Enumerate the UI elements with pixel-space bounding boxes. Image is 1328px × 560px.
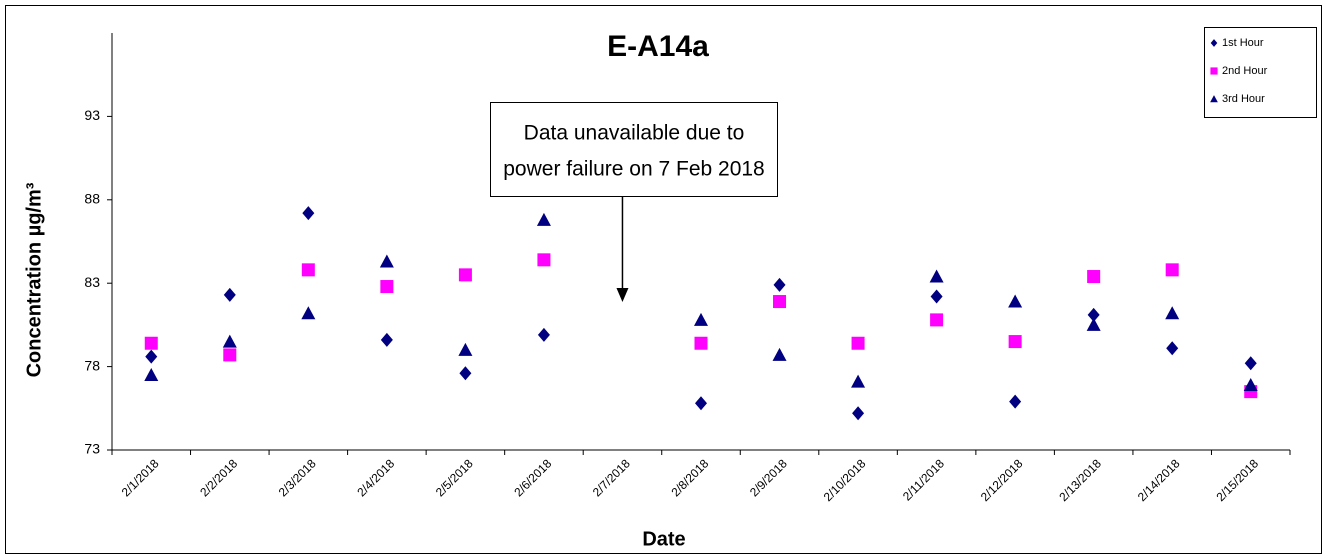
- square-marker: [1087, 270, 1101, 284]
- y-tick-label: 93: [84, 107, 100, 123]
- triangle-marker: [694, 312, 708, 326]
- triangle-marker: [929, 269, 944, 283]
- chart-frame: [5, 5, 1322, 554]
- square-marker: [380, 280, 394, 294]
- y-tick-label: 88: [84, 191, 100, 207]
- annotation-text: power failure on 7 Feb 2018: [503, 158, 765, 181]
- triangle-marker: [301, 306, 316, 320]
- triangle-marker: [1008, 294, 1023, 308]
- square-marker: [851, 336, 865, 350]
- legend-box: [1204, 27, 1317, 118]
- triangle-marker: [851, 374, 866, 388]
- diamond-marker: [695, 396, 707, 411]
- diamond-marker: [302, 206, 315, 221]
- diamond-marker: [1009, 394, 1022, 409]
- diamond-marker: [380, 332, 393, 347]
- legend-marker: [1210, 39, 1218, 47]
- diamond-marker: [459, 366, 472, 381]
- annotation-text: Data unavailable due to: [524, 122, 745, 145]
- square-marker: [144, 336, 158, 350]
- diamond-marker: [537, 327, 550, 342]
- square-marker: [930, 313, 944, 327]
- legend-marker: [1210, 67, 1218, 75]
- triangle-marker: [144, 367, 159, 381]
- square-marker: [537, 253, 551, 267]
- legend-label: 3rd Hour: [1222, 93, 1265, 105]
- triangle-marker: [458, 342, 473, 356]
- diamond-marker: [930, 289, 943, 304]
- annotation-arrowhead: [616, 288, 629, 302]
- y-tick-label: 78: [84, 357, 100, 373]
- triangle-marker: [379, 254, 394, 268]
- legend-marker: [1210, 95, 1218, 103]
- square-marker: [694, 336, 708, 350]
- triangle-marker: [536, 212, 551, 226]
- y-tick-label: 83: [84, 274, 100, 290]
- triangle-marker: [1086, 317, 1101, 331]
- diamond-marker: [773, 277, 786, 292]
- diamond-marker: [1087, 307, 1100, 322]
- triangle-marker: [1243, 377, 1258, 391]
- x-axis-label: Date: [642, 528, 685, 550]
- square-marker: [1165, 263, 1179, 277]
- triangle-marker: [222, 334, 237, 348]
- square-marker: [223, 348, 237, 362]
- chart-title: E-A14a: [607, 30, 709, 63]
- square-marker: [458, 268, 472, 282]
- diamond-marker: [1244, 356, 1257, 371]
- y-tick-label: 73: [84, 441, 100, 457]
- triangle-marker: [772, 347, 787, 361]
- diamond-marker: [145, 349, 158, 364]
- square-marker: [1008, 335, 1022, 349]
- y-axis-label: Concentration µg/m³: [23, 182, 45, 377]
- square-marker: [773, 295, 787, 309]
- diamond-marker: [852, 406, 865, 421]
- legend-label: 2nd Hour: [1222, 65, 1268, 77]
- legend-label: 1st Hour: [1222, 37, 1264, 49]
- triangle-marker: [1165, 306, 1180, 320]
- diamond-marker: [1166, 341, 1179, 356]
- square-marker: [301, 263, 315, 277]
- diamond-marker: [223, 287, 236, 302]
- annotation-box: [490, 102, 778, 197]
